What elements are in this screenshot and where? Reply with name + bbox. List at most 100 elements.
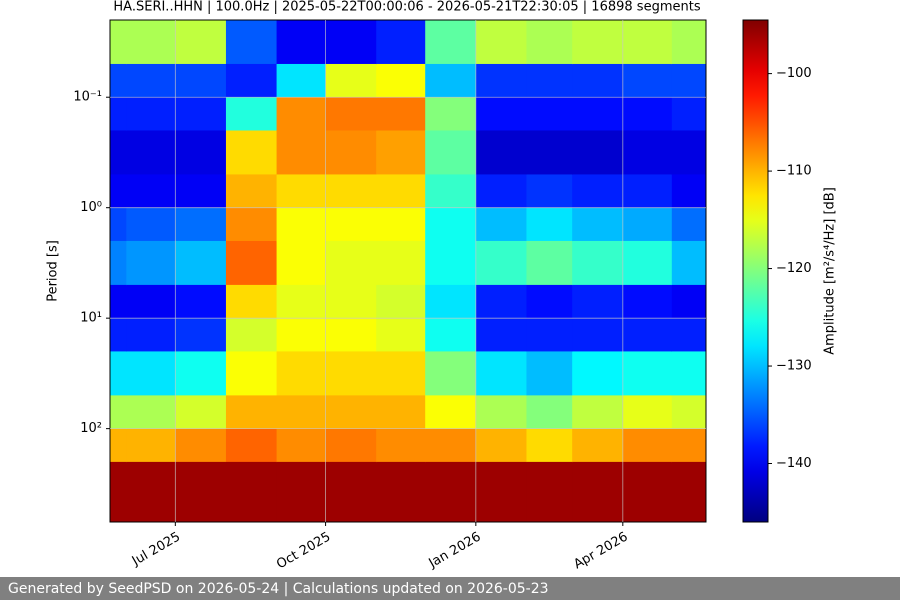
heat-cell xyxy=(572,461,624,523)
heat-cell xyxy=(376,20,426,65)
heat-cell xyxy=(175,174,227,209)
heat-cell xyxy=(425,20,477,65)
heat-cell xyxy=(175,130,227,175)
heat-cell xyxy=(572,97,624,131)
heat-cell xyxy=(175,395,227,430)
heat-cell xyxy=(572,63,624,98)
heat-cell xyxy=(475,207,527,242)
heat-cell xyxy=(425,63,477,98)
heat-cell xyxy=(671,20,707,65)
heat-cell xyxy=(126,428,176,463)
heat-cell xyxy=(622,130,673,175)
heat-cell xyxy=(622,207,673,242)
heat-cell xyxy=(425,97,477,131)
heat-cell xyxy=(622,461,673,523)
y-axis-label: Period [s] xyxy=(46,240,61,302)
heat-cell xyxy=(175,97,227,131)
heat-cell xyxy=(276,174,327,209)
colorbar-tick-label: −120 xyxy=(776,261,812,276)
heat-cell xyxy=(425,395,477,430)
heat-cell xyxy=(671,240,707,286)
heat-cell xyxy=(276,284,327,319)
heat-cell xyxy=(110,318,127,352)
heat-cell xyxy=(126,20,176,65)
heat-cell xyxy=(276,63,327,98)
heat-cell xyxy=(225,63,278,98)
heat-cell xyxy=(671,428,707,463)
heat-cell xyxy=(110,207,127,242)
heat-cell xyxy=(572,207,624,242)
heat-cell xyxy=(526,284,573,319)
heat-cell xyxy=(671,318,707,352)
heat-cell xyxy=(225,284,278,319)
heat-cell xyxy=(526,130,573,175)
x-tick-label: Oct 2025 xyxy=(274,530,333,573)
heat-cell xyxy=(475,20,527,65)
heat-cell xyxy=(475,174,527,209)
heat-cell xyxy=(110,428,127,463)
heat-cell xyxy=(425,318,477,352)
y-tick-label: 10⁰ xyxy=(80,200,102,215)
heat-cell xyxy=(671,351,707,396)
heat-cell xyxy=(325,97,377,131)
heat-cell xyxy=(110,63,127,98)
heat-cell xyxy=(276,130,327,175)
heat-cell xyxy=(225,428,278,463)
heat-cell xyxy=(622,63,673,98)
x-tick-label: Jul 2025 xyxy=(129,530,183,570)
heat-cell xyxy=(572,240,624,286)
footer-band xyxy=(0,577,900,600)
heat-cell xyxy=(526,428,573,463)
heat-cell xyxy=(572,174,624,209)
heat-cell xyxy=(671,97,707,131)
heat-cell xyxy=(376,97,426,131)
plot-frame xyxy=(109,19,707,523)
heat-cell xyxy=(276,20,327,65)
colorbar-tick-label: −110 xyxy=(776,164,812,179)
heat-cell xyxy=(110,174,127,209)
heat-cell xyxy=(475,318,527,352)
heat-cell xyxy=(175,240,227,286)
heat-cell xyxy=(276,428,327,463)
heat-cell xyxy=(325,318,377,352)
heat-cell xyxy=(475,63,527,98)
heat-cell xyxy=(225,207,278,242)
heat-cell xyxy=(225,461,278,523)
heat-cell xyxy=(175,351,227,396)
heat-cell xyxy=(126,395,176,430)
heat-cell xyxy=(572,428,624,463)
heat-cell xyxy=(526,63,573,98)
heat-cell xyxy=(126,207,176,242)
heat-cell xyxy=(225,97,278,131)
heat-cell xyxy=(276,240,327,286)
heat-cell xyxy=(175,461,227,523)
heat-cell xyxy=(376,461,426,523)
heat-cell xyxy=(425,284,477,319)
heat-cell xyxy=(225,318,278,352)
heat-cell xyxy=(225,174,278,209)
heat-cell xyxy=(175,318,227,352)
heat-cell xyxy=(572,351,624,396)
heat-cell xyxy=(126,461,176,523)
heat-cell xyxy=(475,461,527,523)
heat-cell xyxy=(572,284,624,319)
colorbar-label: Amplitude [m²/s⁴/Hz] [dB] xyxy=(823,187,838,355)
heatmap xyxy=(110,20,707,523)
heat-cell xyxy=(622,174,673,209)
heat-cell xyxy=(671,395,707,430)
footer-text: Generated by SeedPSD on 2026-05-24 | Cal… xyxy=(8,581,549,597)
heat-cell xyxy=(175,20,227,65)
heat-cell xyxy=(671,284,707,319)
heat-cell xyxy=(376,240,426,286)
heat-cell xyxy=(175,284,227,319)
heat-cell xyxy=(475,428,527,463)
heat-cell xyxy=(325,20,377,65)
heat-cell xyxy=(475,240,527,286)
heat-cell xyxy=(126,130,176,175)
heat-cell xyxy=(325,207,377,242)
heat-cell xyxy=(175,428,227,463)
heat-cell xyxy=(475,130,527,175)
heat-cell xyxy=(325,240,377,286)
heat-cell xyxy=(110,240,127,286)
heat-cell xyxy=(572,20,624,65)
